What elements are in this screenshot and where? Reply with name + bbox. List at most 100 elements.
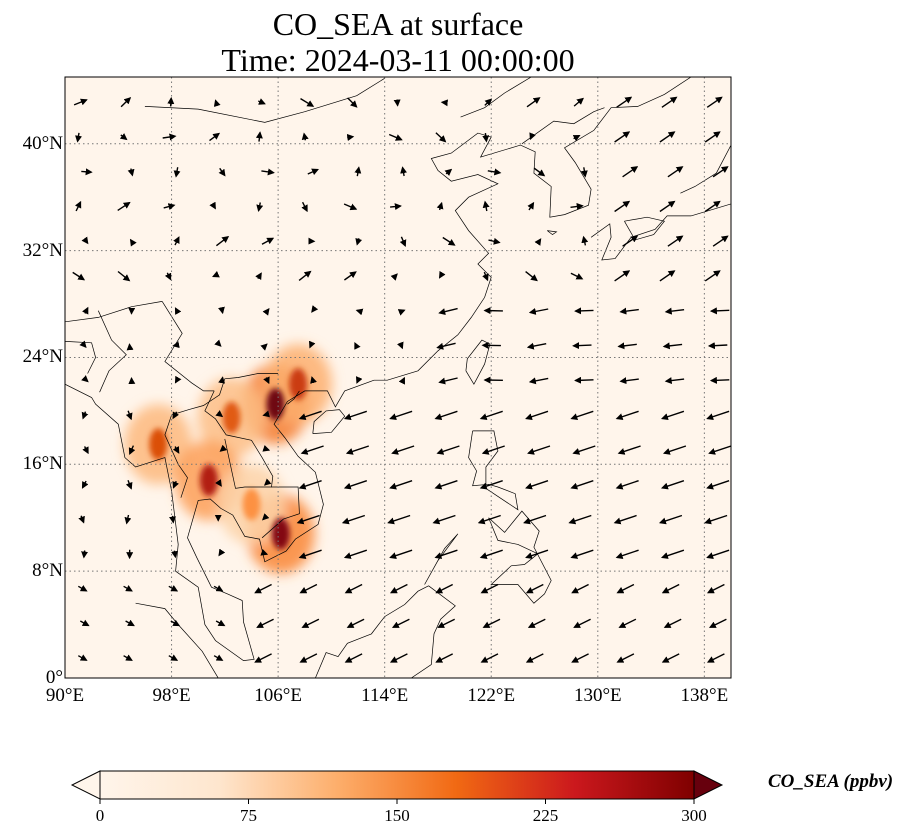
wind-arrow [661, 96, 678, 108]
wind-arrow [298, 549, 322, 559]
wind-arrow [568, 514, 592, 525]
wind-arrow [343, 410, 368, 421]
wind-arrow [81, 168, 93, 176]
wind-arrow [79, 340, 87, 349]
coastline-segment [144, 78, 385, 123]
wind-arrow [616, 583, 635, 594]
wind-arrow [81, 480, 89, 489]
wind-arrow [389, 583, 408, 594]
coastline-segment [65, 602, 219, 678]
wind-arrow [72, 271, 86, 281]
wind-arrow [434, 410, 458, 421]
wind-arrow [345, 445, 370, 455]
wind-arrow [617, 445, 641, 455]
wind-arrow [300, 98, 315, 107]
lon-tick-label: 98°E [152, 685, 191, 706]
wind-arrow [482, 271, 489, 282]
wind-arrow [355, 237, 363, 246]
wind-arrow [527, 201, 535, 211]
wind-arrow [125, 480, 133, 490]
wind-arrow [622, 235, 639, 247]
wind-arrow [125, 619, 135, 627]
wind-arrow [308, 340, 316, 349]
wind-arrow [298, 480, 322, 490]
wind-arrow [174, 307, 182, 315]
wind-arrow [706, 549, 730, 559]
wind-arrow [574, 376, 594, 384]
wind-arrow [298, 410, 322, 421]
wind-arrow [706, 96, 723, 108]
wind-arrow [667, 235, 684, 247]
coastline-segment [468, 430, 519, 511]
wind-arrow [260, 343, 268, 351]
wind-arrow [618, 618, 637, 628]
wind-arrow [704, 270, 721, 282]
wind-arrow [300, 445, 324, 455]
wind-arrow [79, 619, 90, 627]
wind-arrow [346, 618, 365, 628]
wind-arrow [124, 514, 132, 525]
wind-arrow [614, 131, 631, 143]
coastline-segment [164, 373, 279, 498]
wind-arrow [436, 342, 456, 350]
wind-arrow [218, 548, 226, 557]
wind-arrow [482, 200, 490, 212]
coastline-segment [224, 438, 272, 489]
wind-arrow [120, 97, 132, 108]
wind-arrow [534, 238, 542, 246]
wind-arrow [704, 514, 728, 525]
wind-arrow [82, 306, 89, 315]
wind-arrow [435, 653, 454, 663]
wind-arrow [301, 618, 320, 628]
wind-arrow [209, 201, 216, 210]
wind-arrow [525, 271, 538, 282]
wind-arrow [172, 341, 180, 349]
co-plume-core [222, 401, 241, 434]
wind-arrow [437, 618, 456, 628]
wind-arrow [393, 99, 401, 107]
wind-arrow [616, 96, 633, 108]
wind-arrow [73, 98, 88, 106]
wind-arrow [526, 342, 547, 350]
colorbar-tick-label: 150 [384, 806, 410, 825]
wind-arrow [487, 168, 502, 176]
lat-tick-label: 32°N [22, 239, 63, 261]
wind-arrow [215, 235, 230, 247]
wind-arrow [396, 341, 404, 350]
wind-arrow [391, 445, 415, 455]
wind-arrow [570, 480, 594, 490]
wind-arrow [664, 307, 685, 315]
wind-arrow [662, 342, 683, 350]
wind-arrow [712, 235, 729, 247]
wind-arrow [355, 376, 363, 384]
wind-arrow [343, 549, 368, 559]
wind-vectors [72, 96, 731, 663]
coastline-segment [204, 390, 300, 539]
wind-arrow [479, 410, 503, 421]
coastline-segment [287, 390, 300, 405]
wind-arrow [81, 550, 89, 559]
wind-arrow [615, 410, 639, 421]
wind-arrow [527, 618, 546, 628]
wind-arrow [617, 342, 637, 350]
map-frame [64, 76, 732, 679]
wind-arrow [438, 270, 446, 279]
wind-arrow [488, 237, 501, 245]
wind-arrow [77, 654, 88, 661]
wind-arrow [261, 237, 275, 245]
lat-tick-label: 16°N [22, 453, 63, 475]
wind-arrow [570, 549, 594, 559]
gridlines [65, 77, 731, 678]
wind-arrow [573, 618, 591, 628]
wind-arrow [174, 375, 182, 384]
wind-arrow [311, 305, 319, 313]
wind-arrow [391, 618, 410, 628]
coastline-segment [680, 144, 731, 194]
wind-arrow [660, 410, 685, 421]
colorbar-tick-label: 75 [240, 806, 257, 825]
wind-arrow [482, 133, 490, 143]
coastline-segment [97, 310, 127, 393]
wind-arrow [619, 307, 639, 315]
